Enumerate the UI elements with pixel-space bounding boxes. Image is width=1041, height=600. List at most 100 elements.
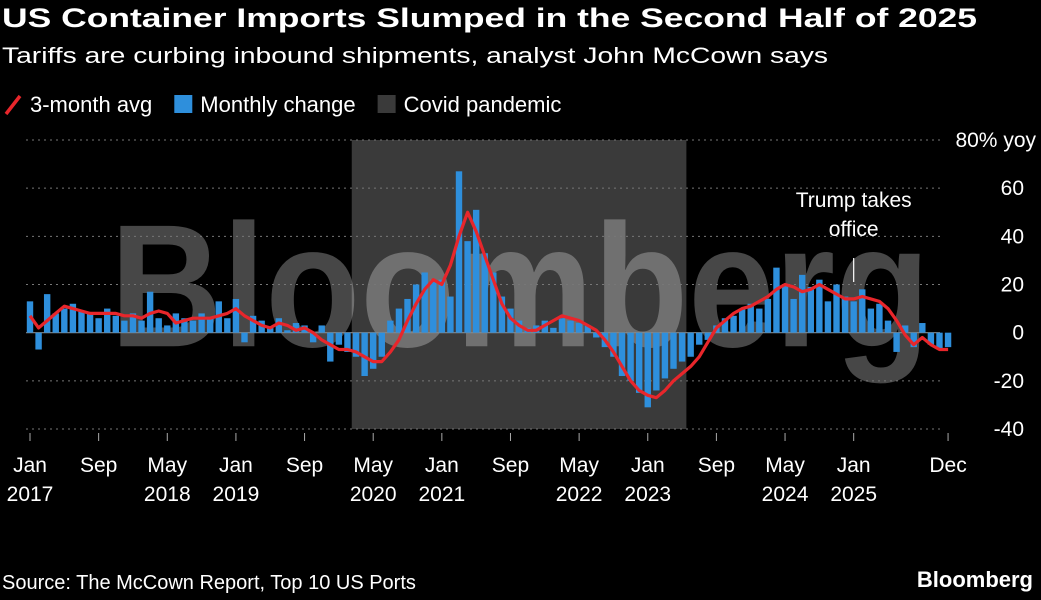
bar [335, 332, 343, 345]
bar [550, 327, 557, 333]
bar [447, 296, 454, 333]
bar [129, 313, 137, 333]
bar [773, 267, 780, 333]
bar [232, 298, 240, 333]
x-tick-label: Jan [13, 454, 47, 477]
bar [824, 301, 832, 333]
bar [670, 332, 677, 369]
bar [859, 289, 866, 333]
y-tick-label: 20 [1001, 274, 1024, 297]
y-tick-label: 80% yoy [955, 129, 1036, 152]
x-tick-label: 2022 [556, 483, 603, 506]
bar [901, 325, 909, 333]
chart-title: US Container Imports Slumped in the Seco… [2, 3, 977, 33]
bar [69, 303, 77, 333]
bar [593, 332, 600, 338]
legend-label: 3-month avg [30, 92, 152, 117]
bar [455, 171, 463, 333]
x-tick-label: 2020 [350, 483, 397, 506]
legend-swatch [4, 94, 22, 116]
bar [206, 318, 214, 333]
bar [421, 272, 428, 333]
x-tick-label: Sep [698, 454, 735, 477]
bar [95, 318, 102, 333]
bar [927, 332, 935, 345]
bar [412, 284, 420, 333]
x-tick-label: Jan [425, 454, 459, 477]
bar [841, 296, 849, 333]
x-tick-label: 2025 [830, 483, 877, 506]
bar [121, 320, 128, 333]
bar [198, 313, 205, 333]
bar [876, 303, 883, 333]
legend-swatch [174, 95, 193, 113]
bar [635, 332, 643, 393]
bar [104, 308, 111, 333]
y-tick-label: -40 [994, 418, 1024, 441]
x-tick-label: May [559, 454, 599, 477]
legend-label: Covid pandemic [404, 92, 562, 117]
bar [361, 332, 368, 377]
bar [567, 320, 574, 333]
bar [807, 286, 814, 333]
bar [481, 253, 488, 333]
x-tick-label: Jan [837, 454, 871, 477]
bar [704, 332, 712, 340]
bar [327, 332, 334, 362]
bar [352, 332, 360, 357]
bar [318, 325, 325, 333]
bar [764, 298, 772, 333]
bar [653, 332, 660, 391]
bar [507, 308, 514, 333]
watermark: Bloomberg [110, 189, 930, 384]
bar [721, 318, 729, 333]
legend-label: Monthly change [200, 92, 355, 117]
bar [43, 294, 51, 333]
bar [430, 279, 437, 333]
bar [584, 325, 591, 333]
bar [370, 332, 377, 369]
annotation: Trump takes [796, 189, 912, 212]
x-tick-label: Sep [80, 454, 117, 477]
bar [850, 301, 857, 333]
bar [867, 308, 875, 333]
annotation: office [829, 218, 879, 241]
bar [919, 323, 926, 333]
bar [138, 320, 145, 333]
y-tick-label: -20 [994, 370, 1024, 393]
legend: 3-month avg Monthly change Covid pandemic [4, 92, 562, 117]
x-tick-label: Sep [492, 454, 529, 477]
x-tick-label: 2023 [624, 483, 671, 506]
chart-subtitle: Tariffs are curbing inbound shipments, a… [2, 43, 828, 68]
bar [790, 298, 797, 333]
bar [884, 320, 892, 333]
bar [155, 318, 162, 333]
bar [284, 330, 291, 333]
bar [498, 296, 506, 333]
bar [799, 274, 806, 333]
bar [472, 209, 480, 333]
bar [404, 298, 411, 333]
legend-swatch [377, 95, 396, 113]
bar [893, 332, 900, 352]
bar [112, 315, 119, 333]
bar [575, 323, 583, 333]
x-tick-label: 2018 [144, 483, 191, 506]
y-tick-label: 40 [1001, 225, 1024, 248]
bar [438, 279, 446, 333]
bar [756, 308, 763, 333]
bar [644, 332, 651, 408]
bar [730, 315, 737, 333]
bar [696, 332, 703, 345]
bar [833, 284, 840, 333]
x-tick-label: Jan [219, 454, 253, 477]
bar [164, 325, 171, 333]
bar [816, 279, 823, 333]
bar [627, 332, 634, 381]
bar [181, 318, 188, 333]
bar [86, 313, 94, 333]
x-tick-label: Sep [286, 454, 323, 477]
x-tick-label: Dec [929, 454, 966, 477]
bar [661, 332, 669, 379]
